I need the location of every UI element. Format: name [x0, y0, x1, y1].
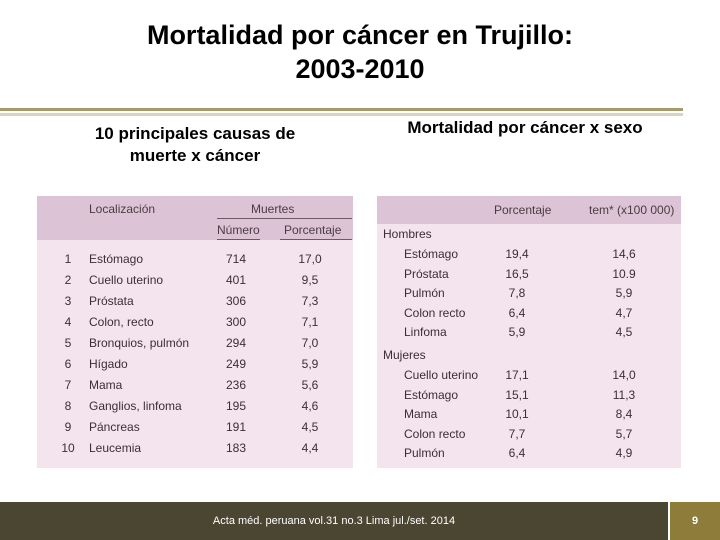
row-number: 183	[225, 441, 247, 455]
row-percent: 4,4	[301, 441, 319, 455]
row-site: Ganglios, linfoma	[89, 399, 182, 413]
row-percent: 17,1	[505, 368, 529, 382]
row-site: Mama	[404, 407, 438, 421]
row-percent: 5,9	[508, 325, 526, 339]
mortality-by-sex-table: Porcentaje tem* (x100 000) Hombres Estóma…	[377, 196, 681, 468]
row-number: 294	[225, 336, 247, 350]
row-rank: 8	[64, 399, 72, 413]
row-rate: 14,0	[612, 368, 636, 382]
header-muertes-underline	[217, 218, 352, 219]
row-number: 300	[225, 315, 247, 329]
title-divider-shadow	[0, 113, 683, 116]
row-rate: 11,3	[612, 387, 636, 402]
row-site: Próstata	[404, 266, 449, 281]
header-porcentaje-underline	[280, 239, 352, 240]
row-site: Colon recto	[404, 426, 466, 441]
row-rate: 5,7	[615, 426, 633, 441]
left-table-heading: 10 principales causas de muerte x cáncer	[60, 123, 330, 167]
header-numero-underline	[217, 239, 260, 240]
row-percent: 5,9	[301, 357, 319, 371]
row-site: Leucemia	[89, 441, 142, 455]
group-mujeres: Mujeres	[383, 348, 426, 362]
header-porcentaje: Porcentaje	[494, 203, 552, 217]
row-percent: 17,0	[298, 252, 322, 266]
row-percent: 16,5	[505, 266, 529, 281]
title-divider	[0, 108, 683, 111]
slide-title-line-2: 2003-2010	[295, 54, 425, 84]
row-percent: 9,5	[301, 273, 319, 287]
row-site: Linfoma	[404, 325, 447, 339]
row-site: Estómago	[89, 252, 144, 266]
row-rank: 9	[64, 420, 72, 434]
right-table-heading: Mortalidad por cáncer x sexo	[407, 118, 643, 137]
row-rate: 14,6	[612, 247, 636, 261]
row-rank: 7	[64, 378, 72, 392]
footer-bar	[0, 502, 668, 540]
slide-title-line-1: Mortalidad por cáncer en Trujillo:	[146, 20, 574, 50]
row-number: 236	[225, 378, 247, 392]
row-rank: 5	[64, 336, 72, 350]
row-percent: 7,3	[301, 294, 319, 308]
table-header	[377, 196, 681, 224]
row-rate: 4,9	[615, 446, 633, 460]
row-rank: 1	[64, 252, 72, 266]
row-percent: 7,8	[508, 286, 526, 300]
row-site: Colon recto	[404, 305, 466, 320]
header-tem: tem* (x100 000)	[589, 203, 675, 217]
row-percent: 4,6	[301, 399, 319, 413]
row-site: Mama	[89, 378, 123, 392]
row-site: Estómago	[404, 247, 459, 261]
row-percent: 7,1	[301, 315, 319, 329]
row-rate: 4,5	[615, 325, 633, 339]
row-percent: 19,4	[505, 247, 529, 261]
row-percent: 6,4	[508, 305, 526, 320]
row-rate: 4,7	[615, 305, 633, 320]
row-number: 401	[225, 273, 247, 287]
row-site: Hígado	[89, 357, 128, 371]
row-percent: 7,7	[508, 426, 526, 441]
row-percent: 7,0	[301, 336, 319, 350]
row-rank: 4	[64, 315, 72, 329]
row-number: 714	[225, 252, 247, 266]
row-site: Pulmón	[404, 286, 445, 300]
page-number-badge	[670, 502, 720, 540]
page-number: 9	[691, 515, 699, 527]
group-hombres: Hombres	[383, 227, 432, 241]
row-site: Colon, recto	[89, 315, 154, 329]
slide-title: Mortalidad por cáncer en Trujillo: 2003-…	[0, 18, 720, 86]
footer-citation: Acta méd. peruana vol.31 no.3 Lima jul./…	[212, 515, 456, 527]
header-muertes: Muertes	[251, 202, 295, 216]
header-numero: Número	[217, 223, 260, 237]
row-site: Pulmón	[404, 446, 445, 460]
row-rate: 10.9	[612, 266, 636, 281]
row-site: Cuello uterino	[89, 273, 164, 287]
row-number: 306	[225, 294, 247, 308]
header-localizacion: Localización	[89, 202, 156, 216]
left-heading-line-2: muerte x cáncer	[129, 146, 261, 165]
row-site: Bronquios, pulmón	[89, 336, 190, 350]
row-rate: 5,9	[615, 286, 633, 300]
row-rank: 3	[64, 294, 72, 308]
row-percent: 10,1	[505, 407, 529, 421]
row-site: Páncreas	[89, 420, 140, 434]
top-causes-table: Localización Muertes Número Porcentaje 1…	[37, 196, 353, 468]
row-site: Estómago	[404, 387, 459, 402]
header-porcentaje: Porcentaje	[284, 223, 342, 237]
row-number: 249	[225, 357, 247, 371]
row-rank: 2	[64, 273, 72, 287]
row-percent: 15,1	[505, 387, 529, 402]
row-rate: 8,4	[615, 407, 633, 421]
row-rank: 6	[64, 357, 72, 371]
left-heading-line-1: 10 principales causas de	[94, 124, 296, 143]
row-number: 195	[225, 399, 247, 413]
row-percent: 6,4	[508, 446, 526, 460]
row-site: Próstata	[89, 294, 134, 308]
row-rank: 10	[61, 441, 75, 455]
row-percent: 5,6	[301, 378, 319, 392]
row-site: Cuello uterino	[404, 368, 479, 382]
row-percent: 4,5	[301, 420, 319, 434]
row-number: 191	[225, 420, 247, 434]
